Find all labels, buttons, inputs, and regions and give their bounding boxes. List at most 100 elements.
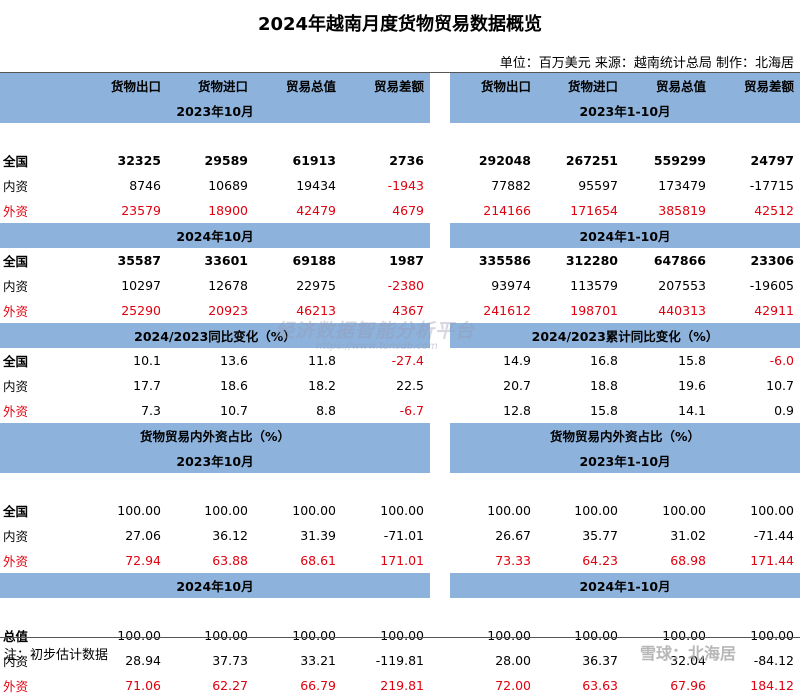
section-header-row: 2024/2023同比变化（%） 2024/2023累计同比变化（%） bbox=[0, 323, 800, 348]
column-header-row: 货物出口 货物进口 贸易总值 贸易差额 货物出口 货物进口 贸易总值 贸易差额 bbox=[0, 73, 800, 98]
table-cell: 219.81 bbox=[380, 678, 424, 693]
row-label: 内资 bbox=[3, 529, 29, 544]
gap-cell bbox=[430, 223, 450, 248]
table-cell: 18900 bbox=[208, 203, 248, 218]
table-cell: 62.27 bbox=[212, 678, 248, 693]
top-divider bbox=[0, 72, 800, 73]
table-cell: 19434 bbox=[296, 178, 336, 193]
table-cell: 100.00 bbox=[117, 628, 161, 643]
table-cell: 23306 bbox=[750, 253, 795, 268]
table-cell: 100.00 bbox=[487, 628, 531, 643]
table-cell: 10297 bbox=[121, 278, 161, 293]
table-cell: 72.94 bbox=[125, 553, 161, 568]
table-cell: -71.01 bbox=[383, 528, 424, 543]
section-header-row: 货物贸易内外资占比（%） 货物贸易内外资占比（%） bbox=[0, 423, 800, 448]
bottom-divider bbox=[0, 637, 800, 638]
table-cell: 93974 bbox=[491, 278, 531, 293]
table-cell: 292048 bbox=[478, 153, 531, 168]
table-cell: 22975 bbox=[296, 278, 336, 293]
table-cell: 100.00 bbox=[487, 503, 531, 518]
table-cell: 241612 bbox=[483, 303, 531, 318]
table-cell: 2736 bbox=[389, 153, 424, 168]
table-cell: 64.23 bbox=[582, 553, 618, 568]
table-cell: -6.7 bbox=[399, 403, 424, 418]
table-cell: 26.67 bbox=[495, 528, 531, 543]
table-cell: 42911 bbox=[754, 303, 794, 318]
table-cell: 68.98 bbox=[670, 553, 706, 568]
table-cell: 22.5 bbox=[396, 378, 424, 393]
table-cell: 63.63 bbox=[582, 678, 618, 693]
table-cell: 100.00 bbox=[750, 503, 794, 518]
table-cell: 61913 bbox=[292, 153, 337, 168]
table-cell: 23579 bbox=[121, 203, 161, 218]
table-cell: 35587 bbox=[117, 253, 162, 268]
table-cell: 100.00 bbox=[117, 503, 161, 518]
table-cell: 8746 bbox=[129, 178, 161, 193]
table-cell: -1943 bbox=[387, 178, 424, 193]
section-title-left: 2023年10月 bbox=[0, 448, 430, 473]
gap-cell bbox=[430, 323, 450, 348]
table-cell: 13.6 bbox=[220, 353, 248, 368]
section-title-right: 2023年1-10月 bbox=[450, 448, 800, 473]
table-cell: 100.00 bbox=[204, 628, 248, 643]
table-cell: 33.21 bbox=[300, 653, 336, 668]
table-cell: 559299 bbox=[653, 153, 706, 168]
table-cell: 7.3 bbox=[141, 403, 161, 418]
table-cell: 18.6 bbox=[220, 378, 248, 393]
table-row: 全国 32325 29589 61913 2736 292048 267251 559299 2… bbox=[0, 148, 800, 173]
table-cell: 31.39 bbox=[300, 528, 336, 543]
table-cell: 0.9 bbox=[774, 403, 794, 418]
table-cell: 10.1 bbox=[133, 353, 161, 368]
table-cell: 171.44 bbox=[750, 553, 794, 568]
table-cell: -84.12 bbox=[753, 653, 794, 668]
table-row: 全国 10.1 13.6 11.8 -27.4 14.9 16.8 15.8 -6.0 bbox=[0, 348, 800, 373]
section-header-row: 2023年10月 2023年1-10月 bbox=[0, 98, 800, 123]
table-cell: 73.33 bbox=[495, 553, 531, 568]
table-cell: 214166 bbox=[483, 203, 531, 218]
table-cell: 29589 bbox=[204, 153, 249, 168]
column-header: 货物进口 bbox=[537, 73, 624, 98]
section-title-left: 2024年10月 bbox=[0, 573, 430, 598]
gap-cell bbox=[430, 398, 450, 423]
table-cell: 63.88 bbox=[212, 553, 248, 568]
column-header: 货物出口 bbox=[450, 73, 537, 98]
gap-cell bbox=[430, 498, 450, 523]
gap-cell bbox=[430, 273, 450, 298]
table-cell: 46213 bbox=[296, 303, 336, 318]
table-cell: 100.00 bbox=[574, 503, 618, 518]
gap-cell bbox=[430, 423, 450, 448]
table-cell: 207553 bbox=[658, 278, 706, 293]
table-cell: 32.04 bbox=[670, 653, 706, 668]
table-cell: 16.8 bbox=[590, 353, 618, 368]
table-cell: 100.00 bbox=[662, 628, 706, 643]
table-cell: 184.12 bbox=[750, 678, 794, 693]
gap-cell bbox=[430, 348, 450, 373]
section-title-right: 货物贸易内外资占比（%） bbox=[450, 423, 800, 448]
table-cell: 20923 bbox=[208, 303, 248, 318]
table-cell: 32325 bbox=[117, 153, 162, 168]
column-header: 贸易差额 bbox=[712, 73, 800, 98]
table-cell: 312280 bbox=[565, 253, 618, 268]
section-title-right: 2024/2023累计同比变化（%） bbox=[450, 323, 800, 348]
table-cell: 198701 bbox=[570, 303, 618, 318]
table-cell: 1987 bbox=[389, 253, 424, 268]
column-header: 贸易总值 bbox=[254, 73, 342, 98]
row-label: 外资 bbox=[3, 554, 29, 569]
footnote: 注：初步估计数据 bbox=[4, 648, 109, 663]
table-cell: 385819 bbox=[658, 203, 706, 218]
table-cell: 15.8 bbox=[590, 403, 618, 418]
table-row: 内资 8746 10689 19434 -1943 77882 95597 173479 -17… bbox=[0, 173, 800, 198]
gap-cell bbox=[430, 448, 450, 473]
table-cell: -6.0 bbox=[769, 353, 794, 368]
table-row: 外资 72.94 63.88 68.61 171.01 73.33 64.23 68.98 17… bbox=[0, 548, 800, 573]
section-title-left: 2023年10月 bbox=[0, 98, 430, 123]
table-cell: -119.81 bbox=[375, 653, 424, 668]
section-header-row: 2023年10月 2023年1-10月 bbox=[0, 448, 800, 473]
table-cell: 267251 bbox=[565, 153, 618, 168]
table-cell: -19605 bbox=[749, 278, 794, 293]
table-cell: 100.00 bbox=[380, 628, 424, 643]
table-cell: 31.02 bbox=[670, 528, 706, 543]
table-cell: 100.00 bbox=[292, 503, 336, 518]
section-title-right: 2024年1-10月 bbox=[450, 573, 800, 598]
table-cell: 100.00 bbox=[380, 503, 424, 518]
